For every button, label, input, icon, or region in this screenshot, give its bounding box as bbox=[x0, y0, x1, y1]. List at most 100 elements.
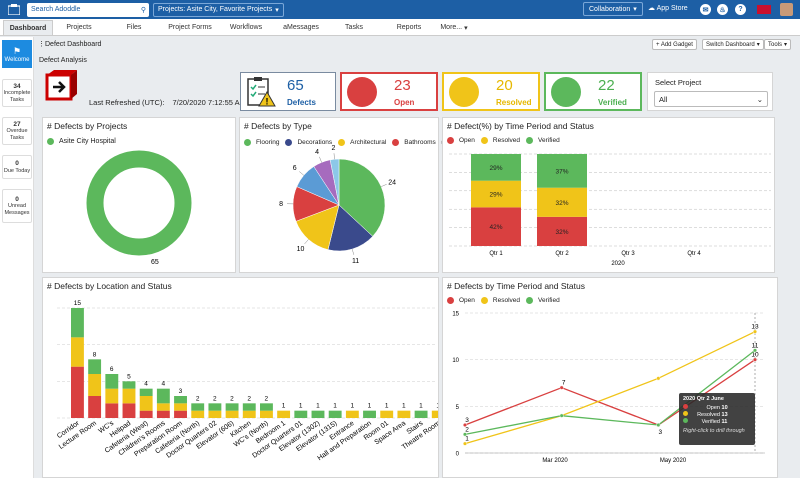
tab-workflows[interactable]: Workflows bbox=[229, 24, 263, 31]
tools-button[interactable]: Tools ▾ bbox=[764, 39, 792, 50]
stacked-bar-segment[interactable] bbox=[260, 403, 273, 411]
stacked-bar-segment[interactable] bbox=[122, 388, 136, 404]
stat-card-resolved[interactable]: 20 Resolved bbox=[442, 72, 540, 111]
tab-dashboard[interactable]: Dashboard bbox=[3, 20, 53, 35]
tab-reports[interactable]: Reports bbox=[396, 24, 422, 31]
stacked-bar-segment[interactable] bbox=[88, 374, 102, 396]
stacked-bar-segment[interactable] bbox=[537, 216, 587, 246]
app-store-link[interactable]: ☁ App Store bbox=[648, 4, 688, 12]
stacked-bar-segment[interactable] bbox=[225, 403, 239, 411]
stat-card-defects[interactable]: ! 65 Defects bbox=[240, 72, 336, 111]
stacked-bar-segment[interactable] bbox=[294, 410, 308, 418]
stacked-bar-segment[interactable] bbox=[208, 410, 222, 418]
help-icon[interactable]: ? bbox=[735, 4, 746, 15]
overdue-tasks-count: 27 bbox=[13, 120, 21, 128]
stacked-bar-segment[interactable] bbox=[156, 410, 170, 418]
stacked-bar-segment[interactable] bbox=[174, 396, 187, 404]
tab-projects[interactable]: Projects bbox=[66, 24, 92, 31]
stacked-bar-segment[interactable] bbox=[88, 396, 102, 418]
series-point[interactable] bbox=[656, 376, 661, 381]
stacked-bar-segment[interactable] bbox=[311, 410, 325, 418]
switch-dashboard-button[interactable]: Switch Dashboard ▾ bbox=[702, 39, 764, 50]
stacked-bar-segment[interactable] bbox=[139, 410, 153, 418]
sidebar-item-overdue-tasks[interactable]: 27 Overdue Tasks bbox=[2, 117, 32, 145]
stacked-bar-segment[interactable] bbox=[88, 359, 102, 374]
stacked-bar-segment[interactable] bbox=[174, 410, 187, 418]
stacked-bar-segment[interactable] bbox=[156, 388, 170, 404]
tab-more[interactable]: More... ▾ bbox=[436, 20, 472, 35]
stacked-bar-segment[interactable] bbox=[122, 403, 136, 418]
series-point[interactable] bbox=[559, 385, 564, 390]
stacked-bar-segment[interactable] bbox=[537, 154, 587, 188]
flag-icon: ⚑ bbox=[12, 45, 22, 56]
stacked-bar-segment[interactable] bbox=[471, 207, 521, 246]
tab-amessages[interactable]: aMessages bbox=[283, 24, 319, 31]
stacked-bar-segment[interactable] bbox=[471, 154, 521, 181]
stacked-bar-segment[interactable] bbox=[71, 366, 84, 418]
stacked-bar-segment[interactable] bbox=[122, 381, 136, 389]
sidebar-item-incomplete-tasks[interactable]: 34 Incomplete Tasks bbox=[2, 79, 32, 107]
bell-icon[interactable]: ♨ bbox=[717, 4, 728, 15]
donut-slice[interactable] bbox=[86, 150, 192, 256]
stacked-bar-segment[interactable] bbox=[242, 410, 256, 418]
stacked-bar-segment[interactable] bbox=[363, 410, 376, 418]
stacked-bar-segment[interactable] bbox=[191, 410, 205, 418]
sidebar-item-due-today[interactable]: 0 Due Today bbox=[2, 155, 32, 179]
stacked-bar-segment[interactable] bbox=[105, 374, 119, 389]
series-point[interactable] bbox=[753, 357, 758, 362]
series-point[interactable] bbox=[463, 441, 468, 446]
stacked-bar-segment[interactable] bbox=[471, 180, 521, 208]
pie-slice[interactable] bbox=[327, 204, 374, 252]
tab-tasks[interactable]: Tasks bbox=[345, 24, 363, 31]
stat-resolved-label: Resolved bbox=[496, 98, 532, 107]
tooltip-label: Verified bbox=[701, 419, 720, 425]
notification-icon[interactable]: ✉ bbox=[700, 4, 711, 15]
series-point[interactable] bbox=[753, 329, 758, 334]
tab-project-forms[interactable]: Project Forms bbox=[168, 24, 212, 31]
series-point[interactable] bbox=[559, 413, 564, 418]
stacked-bar-segment[interactable] bbox=[174, 403, 187, 411]
search-icon[interactable]: ⚲ bbox=[140, 6, 146, 14]
project-selector[interactable]: Projects: Asite City, Favorite Projects … bbox=[153, 2, 284, 17]
stacked-bar-segment[interactable] bbox=[328, 410, 342, 418]
stacked-bar-segment[interactable] bbox=[242, 403, 256, 411]
stacked-bar-segment[interactable] bbox=[105, 403, 119, 418]
sidebar-item-unread-messages[interactable]: 0 Unread Messages bbox=[2, 189, 32, 223]
stacked-bar-segment[interactable] bbox=[225, 410, 239, 418]
panel-defects-by-projects: # Defects by Projects Asite City Hospita… bbox=[42, 117, 236, 273]
search-input[interactable]: Search Adoddle ⚲ bbox=[27, 2, 149, 17]
stacked-bar-segment[interactable] bbox=[71, 337, 84, 367]
stacked-bar-segment[interactable] bbox=[208, 403, 222, 411]
stacked-bar-segment[interactable] bbox=[260, 410, 273, 418]
series-point[interactable] bbox=[753, 348, 758, 353]
pie-slice[interactable] bbox=[329, 158, 340, 206]
stacked-bar-segment[interactable] bbox=[139, 396, 153, 411]
stacked-bar-segment[interactable] bbox=[537, 187, 587, 217]
stacked-bar-segment[interactable] bbox=[156, 403, 170, 411]
stacked-bar-segment[interactable] bbox=[105, 388, 119, 404]
stacked-bar-segment[interactable] bbox=[397, 410, 411, 418]
stacked-bar-segment[interactable] bbox=[139, 388, 153, 396]
avatar[interactable] bbox=[780, 3, 793, 16]
stacked-bar-segment[interactable] bbox=[431, 410, 438, 418]
select-project-label: Select Project bbox=[655, 78, 702, 87]
select-project-dropdown[interactable]: All ⌄ bbox=[654, 91, 768, 107]
stacked-bar-segment[interactable] bbox=[277, 410, 291, 418]
stacked-bar-segment[interactable] bbox=[345, 410, 359, 418]
collaboration-button[interactable]: Collaboration ▾ bbox=[583, 2, 643, 16]
uk-flag-icon[interactable] bbox=[757, 5, 771, 14]
stat-card-verified[interactable]: 22 Verified bbox=[544, 72, 642, 111]
app-logo-icon[interactable] bbox=[7, 4, 21, 16]
series-point[interactable] bbox=[656, 422, 661, 427]
sidebar-item-welcome[interactable]: ⚑ Welcome bbox=[2, 40, 32, 68]
stacked-bar-segment[interactable] bbox=[71, 308, 84, 338]
pie-slice[interactable] bbox=[338, 158, 386, 237]
series-point[interactable] bbox=[463, 432, 468, 437]
stacked-bar-segment[interactable] bbox=[191, 403, 205, 411]
series-point[interactable] bbox=[463, 422, 468, 427]
tab-files[interactable]: Files bbox=[126, 24, 142, 31]
add-gadget-button[interactable]: + Add Gadget bbox=[652, 39, 697, 50]
stacked-bar-segment[interactable] bbox=[380, 410, 394, 418]
stat-card-open[interactable]: 23 Open bbox=[340, 72, 438, 111]
stacked-bar-segment[interactable] bbox=[414, 410, 428, 418]
